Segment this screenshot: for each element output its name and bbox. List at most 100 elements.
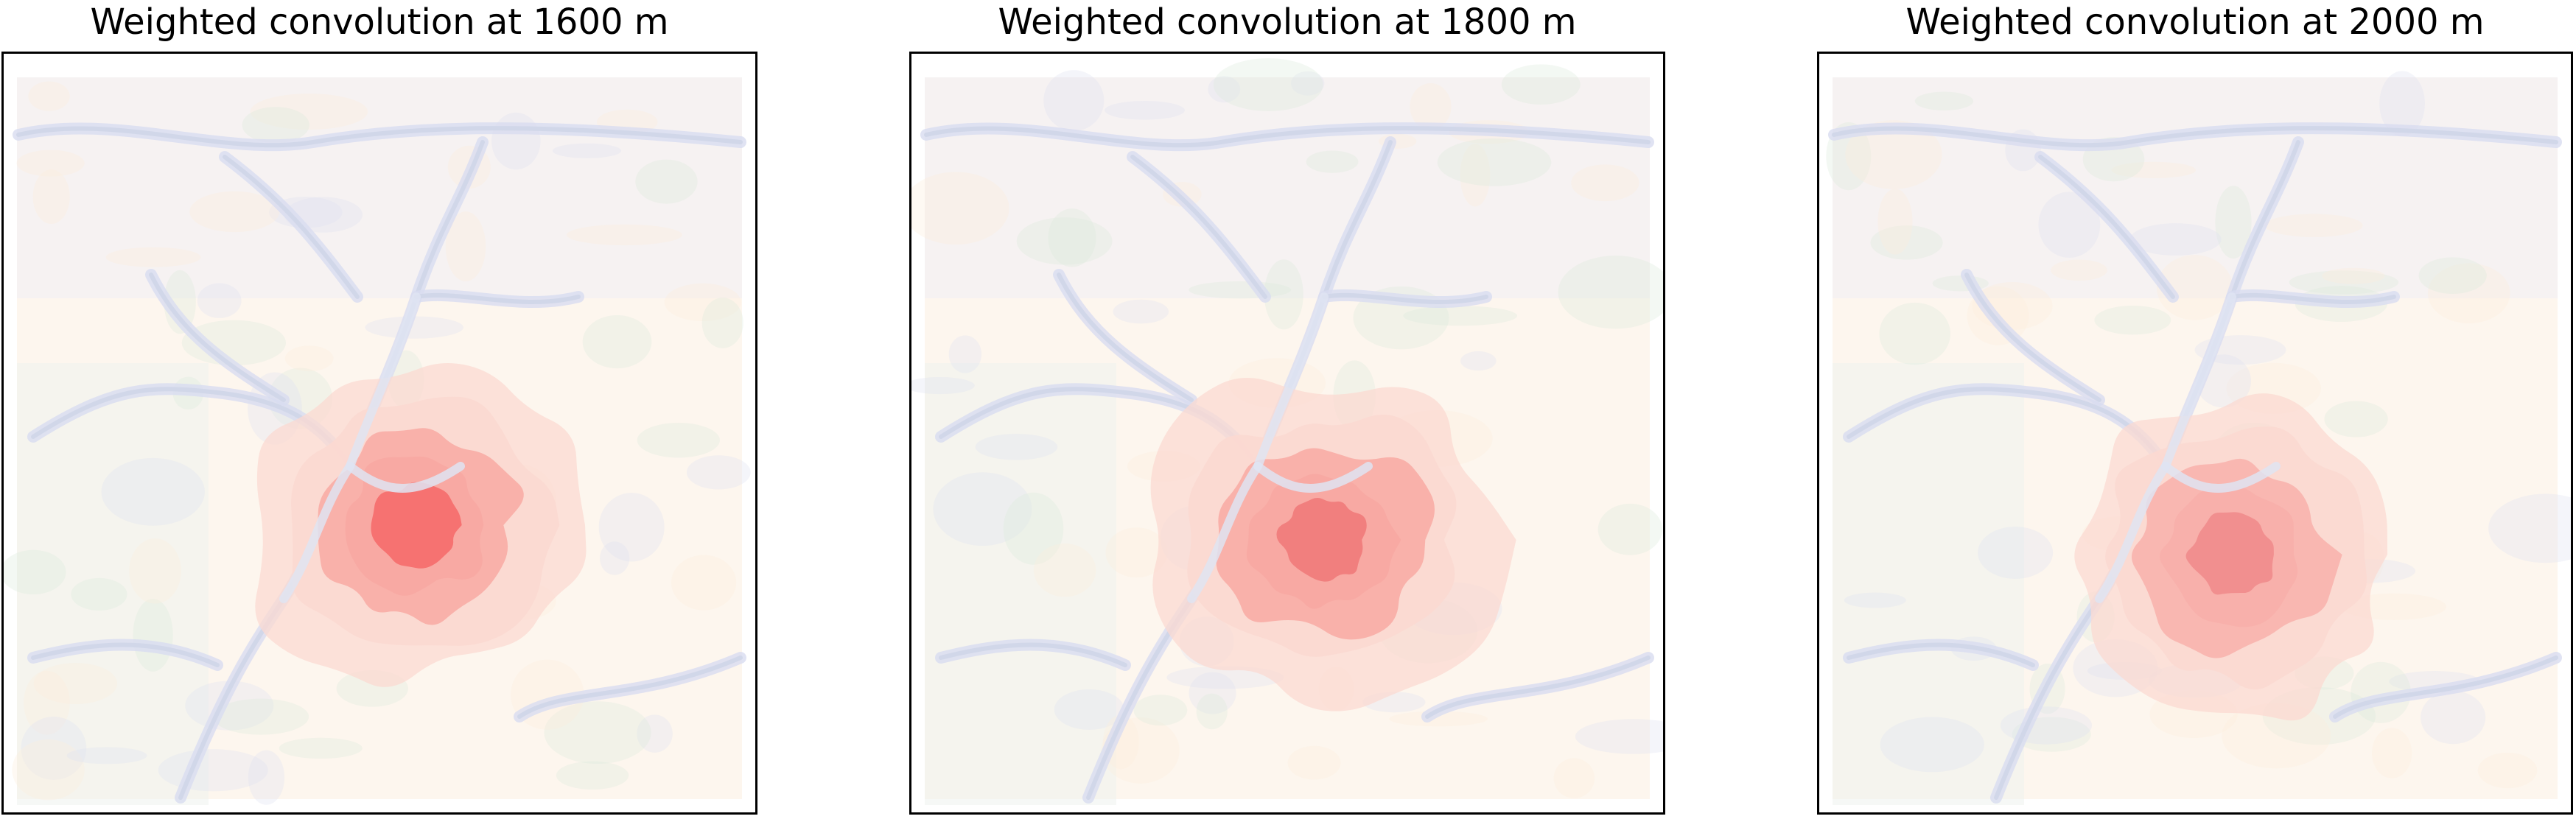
relief-patch	[948, 335, 982, 373]
relief-patch	[189, 191, 280, 233]
relief-patch	[2215, 186, 2252, 259]
relief-patch	[1208, 76, 1241, 103]
relief-patch	[133, 598, 173, 672]
valley-overlay	[346, 292, 421, 471]
relief-patch	[1845, 120, 1942, 189]
river-line	[517, 655, 743, 719]
relief-patch	[1105, 100, 1185, 120]
relief-patch	[2427, 263, 2510, 324]
relief-patch	[975, 434, 1058, 460]
relief-patch	[1410, 83, 1452, 130]
relief-patch	[2371, 728, 2412, 778]
relief-patch	[2477, 752, 2538, 789]
relief-patch	[2421, 691, 2486, 745]
relief-patch	[1306, 150, 1359, 173]
relief-patch	[1196, 693, 1228, 730]
relief-patch	[637, 714, 673, 753]
heatmap-plot	[4, 77, 751, 805]
relief-band	[17, 363, 209, 805]
relief-patch	[1597, 503, 1663, 555]
relief-patch	[1003, 492, 1064, 565]
relief-patch	[1213, 58, 1323, 111]
relief-patch	[701, 298, 743, 348]
relief-patch	[2222, 703, 2331, 769]
relief-patch	[33, 663, 118, 704]
relief-patch	[1403, 306, 1518, 326]
relief-patch	[1553, 758, 1595, 798]
river-line	[31, 642, 220, 667]
relief-patch	[2038, 191, 2101, 258]
relief-patch	[556, 761, 629, 790]
convolution-contour	[2185, 512, 2274, 595]
relief-patch	[2324, 401, 2388, 437]
chart-title: Weighted convolution at 1800 m	[998, 1, 1577, 43]
relief-patch	[12, 739, 85, 801]
river-line	[2333, 655, 2558, 719]
relief-patch	[1290, 71, 1325, 96]
river-line	[1130, 155, 1267, 299]
relief-patch	[197, 283, 242, 318]
relief-patch	[600, 541, 630, 575]
relief-patch	[686, 455, 751, 490]
relief-patch	[129, 538, 181, 604]
river-line	[223, 155, 360, 299]
relief-patch	[242, 107, 309, 144]
relief-patch	[2129, 223, 2222, 256]
relief-band	[925, 363, 1116, 805]
valley-overlay	[346, 462, 465, 493]
valley-overlay	[279, 462, 354, 603]
relief-patch	[1460, 351, 1497, 371]
relief-patch	[16, 150, 85, 177]
river-line	[1425, 655, 1651, 719]
river-line	[1832, 126, 2558, 148]
relief-patch	[2094, 305, 2171, 335]
heatmap-plot	[911, 58, 1663, 805]
relief-patch	[933, 472, 1032, 546]
valley-overlay	[2161, 292, 2236, 471]
river-line	[16, 126, 743, 148]
valley-overlay	[1187, 462, 1262, 603]
relief-patch	[544, 701, 651, 764]
valley-overlay	[1253, 462, 1373, 493]
relief-patch	[1978, 527, 2054, 579]
relief-patch	[1054, 689, 1124, 730]
relief-patch	[1016, 217, 1113, 265]
river-line	[1847, 642, 2035, 667]
relief-patch	[1105, 527, 1168, 578]
relief-patch	[2156, 255, 2233, 320]
relief-patch	[71, 577, 127, 611]
relief-patch	[1880, 717, 1984, 773]
chart-panel-2000m: Weighted convolution at 2000 m	[1816, 0, 2575, 819]
relief-patch	[491, 112, 541, 170]
relief-patch	[365, 316, 464, 339]
relief-patch	[1389, 711, 1488, 727]
river-line	[414, 292, 581, 305]
river-line	[1322, 292, 1488, 305]
chart-frame	[909, 52, 1665, 815]
relief-patch	[21, 717, 87, 780]
relief-patch	[1189, 672, 1236, 714]
relief-patch	[248, 750, 285, 805]
relief-patch	[911, 172, 1009, 245]
relief-patch	[1287, 745, 1341, 780]
relief-patch	[635, 159, 698, 204]
relief-patch	[1877, 189, 1913, 255]
relief-patch	[2051, 259, 2107, 281]
relief-patch	[1264, 259, 1303, 330]
relief-patch	[1048, 208, 1096, 267]
relief-patch	[1844, 592, 1906, 608]
relief-patch	[1575, 719, 1663, 754]
relief-patch	[2000, 706, 2093, 745]
river-line	[2038, 155, 2175, 299]
relief-patch	[664, 283, 741, 322]
relief-patch	[1501, 64, 1581, 105]
relief-patch	[637, 423, 720, 458]
relief-band	[925, 77, 1650, 298]
heatmap-plot	[1826, 71, 2571, 805]
convolution-contour	[371, 482, 462, 569]
river-line	[939, 642, 1127, 667]
relief-patch	[1043, 70, 1105, 131]
relief-patch	[1571, 164, 1639, 202]
relief-patch	[2379, 71, 2425, 136]
valley-overlay	[1253, 292, 1329, 471]
